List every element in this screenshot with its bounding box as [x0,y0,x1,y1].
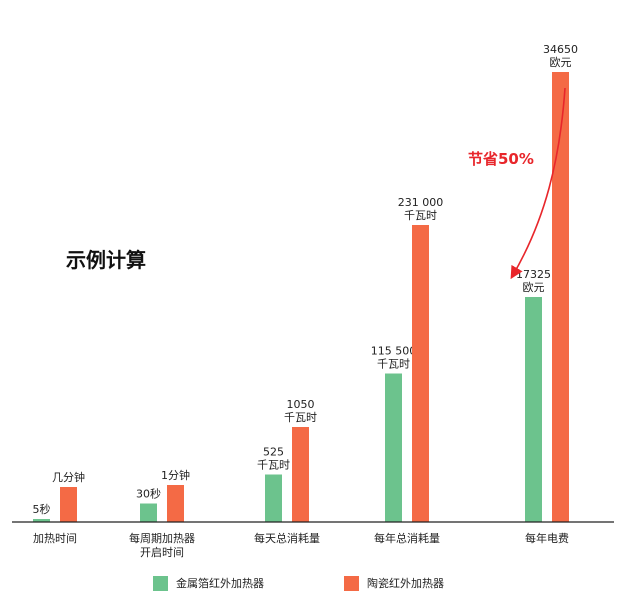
data-label-s0-c3-1: 千瓦时 [377,358,410,371]
savings-arrow [510,87,566,280]
data-label-s1-c4-0: 34650 [543,43,578,56]
bar-s1-c0 [60,487,77,522]
data-label-s1-c0-0: 几分钟 [52,470,85,484]
legend-item-metal: 金属箔红外加热器 [153,575,264,591]
legend: 金属箔红外加热器 陶瓷红外加热器 [0,575,623,597]
category-label-4-0: 每年电费 [525,531,569,545]
data-label-s1-c3-0: 231 000 [398,196,444,209]
bar-s1-c2 [292,427,309,522]
bar-s0-c0 [33,519,50,522]
data-label-s0-c2-0: 525 [263,446,284,459]
data-label-s0-c4-0: 17325 [516,268,551,281]
bar-s0-c2 [265,474,282,522]
bar-s0-c4 [525,297,542,522]
legend-label-metal: 金属箔红外加热器 [176,577,264,590]
legend-item-ceramic: 陶瓷红外加热器 [344,575,444,591]
bar-s1-c4 [552,72,569,522]
data-label-s1-c4-1: 欧元 [550,56,572,69]
bar-s1-c1 [167,485,184,522]
data-label-s0-c0-0: 5秒 [33,502,51,516]
data-label-s1-c1-0: 1分钟 [161,468,190,482]
savings-annotation: 节省50% [468,150,534,168]
legend-swatch-ceramic [344,575,359,591]
chart-heading: 示例计算 [66,248,146,272]
bar-s0-c3 [385,373,402,522]
data-label-s0-c1-0: 30秒 [136,487,161,501]
data-label-s0-c3-0: 115 500 [371,345,417,358]
data-label-s0-c4-1: 欧元 [523,281,545,294]
category-label-1-0: 每周期加热器 [129,531,195,545]
data-label-s1-c2-0: 1050 [287,398,315,411]
bar-s1-c3 [412,225,429,522]
legend-label-ceramic: 陶瓷红外加热器 [367,577,444,590]
data-label-s1-c3-1: 千瓦时 [404,209,437,222]
category-label-2-0: 每天总消耗量 [254,531,320,545]
bar-s0-c1 [140,503,157,522]
data-label-s1-c2-1: 千瓦时 [284,411,317,424]
category-label-0-0: 加热时间 [33,532,77,545]
category-label-3-0: 每年总消耗量 [374,531,440,545]
category-label-1-1: 开启时间 [140,546,184,559]
legend-swatch-metal [153,575,168,591]
data-label-s0-c2-1: 千瓦时 [257,459,290,472]
